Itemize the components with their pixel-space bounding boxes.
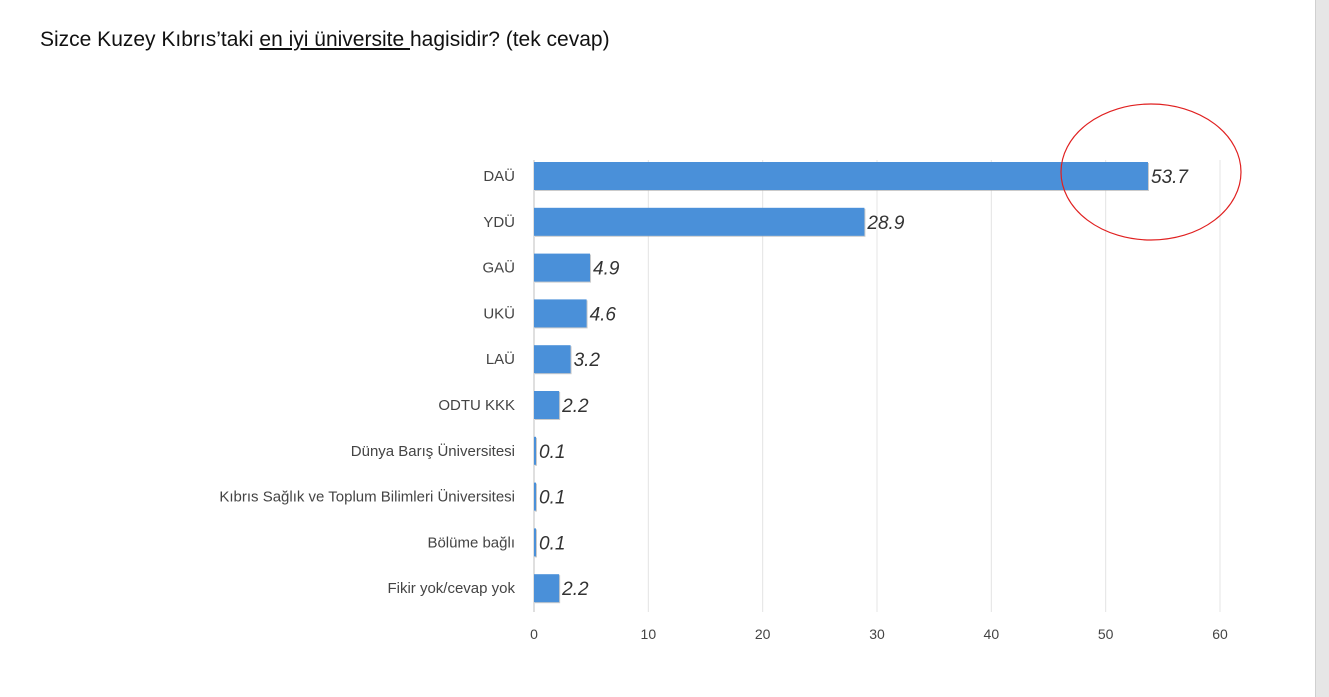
x-tick-label: 50: [1098, 626, 1114, 642]
bar: [534, 391, 560, 419]
title-text-end: hagisidir? (tek cevap): [410, 28, 610, 51]
category-label: GAÜ: [482, 259, 515, 277]
category-label: Kıbrıs Sağlık ve Toplum Bilimleri Üniver…: [219, 488, 515, 506]
page-title: Sizce Kuzey Kıbrıs’taki en iyi üniversit…: [40, 28, 610, 52]
data-label: 4.9: [593, 259, 620, 280]
bar: [534, 436, 536, 465]
data-label: 0.1: [539, 488, 565, 509]
title-text: Sizce Kuzey Kıbrıs’taki: [40, 28, 260, 51]
data-label: 4.6: [590, 304, 617, 325]
data-label: 2.2: [561, 396, 589, 417]
category-label: DAÜ: [483, 167, 515, 185]
x-tick-label: 30: [869, 626, 885, 642]
x-tick-label: 60: [1212, 626, 1228, 642]
bar: [534, 162, 1148, 190]
x-tick-label: 40: [984, 626, 1000, 642]
highlight-ellipse: [1060, 103, 1242, 241]
category-label: Fikir yok/cevap yok: [387, 580, 515, 597]
data-label: 3.2: [574, 350, 601, 371]
bar: [534, 299, 587, 328]
category-label: ODTU KKK: [438, 397, 515, 414]
bar: [534, 207, 865, 236]
category-label: LAÜ: [486, 350, 515, 368]
category-label: Dünya Barış Üniversitesi: [351, 442, 515, 460]
title-underlined: en iyi üniversite: [259, 28, 410, 51]
bar: [534, 528, 536, 557]
data-label: 28.9: [866, 213, 904, 234]
category-label: Bölüme bağlı: [427, 534, 515, 551]
data-label: 53.7: [1151, 167, 1189, 188]
bar: [534, 482, 536, 511]
category-label: UKÜ: [483, 304, 515, 322]
bar: [534, 253, 591, 282]
data-label: 0.1: [539, 442, 565, 463]
x-tick-label: 20: [755, 626, 771, 642]
x-tick-label: 0: [530, 626, 538, 642]
category-label: YDÜ: [483, 213, 515, 231]
data-label: 2.2: [561, 579, 589, 600]
x-tick-label: 10: [641, 626, 657, 642]
data-label: 0.1: [539, 533, 565, 554]
bar: [534, 345, 571, 374]
bar: [534, 574, 560, 603]
scrollbar-gutter: [1315, 0, 1329, 697]
